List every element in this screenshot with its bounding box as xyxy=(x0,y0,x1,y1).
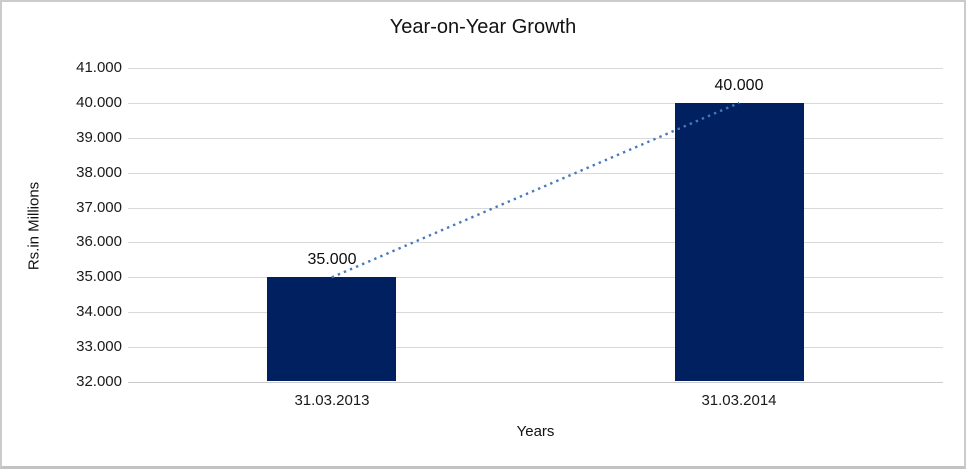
trendline[interactable] xyxy=(331,101,740,279)
data-label: 40.000 xyxy=(714,77,764,94)
x-axis-line xyxy=(128,382,943,383)
x-axis-title: Years xyxy=(516,423,555,440)
y-tick-label: 34.000 xyxy=(76,303,122,321)
y-tick-label: 33.000 xyxy=(76,338,122,356)
y-tick-label: 41.000 xyxy=(76,59,122,76)
gridline xyxy=(128,277,943,278)
y-tick-label: 37.000 xyxy=(76,198,122,216)
plot-area[interactable] xyxy=(128,68,943,383)
gridline xyxy=(128,242,943,243)
chart-title: Year-on-Year Growth xyxy=(389,16,577,38)
y-tick-label: 36.000 xyxy=(76,233,122,251)
y-tick-label: 39.000 xyxy=(76,128,122,146)
trendline-layer xyxy=(331,101,740,279)
y-tick-label: 40.000 xyxy=(76,93,122,111)
bar-31.03.2014[interactable] xyxy=(675,103,804,381)
gridline xyxy=(128,103,943,104)
y-tick-label: 38.000 xyxy=(76,163,122,181)
gridline xyxy=(128,208,943,209)
data-label: 35.000 xyxy=(307,251,357,268)
y-tick-label: 32.000 xyxy=(76,373,122,390)
y-axis-title: Rs.in Millions xyxy=(25,181,43,271)
x-tick-label: 31.03.2013 xyxy=(294,392,370,409)
gridline xyxy=(128,68,943,69)
x-tick-label: 31.03.2014 xyxy=(701,392,777,409)
bar-31.03.2013[interactable] xyxy=(267,277,396,381)
gridline xyxy=(128,138,943,139)
gridline xyxy=(128,173,943,174)
y-tick-label: 35.000 xyxy=(76,268,122,286)
gridline xyxy=(128,312,943,313)
gridline xyxy=(128,347,943,348)
